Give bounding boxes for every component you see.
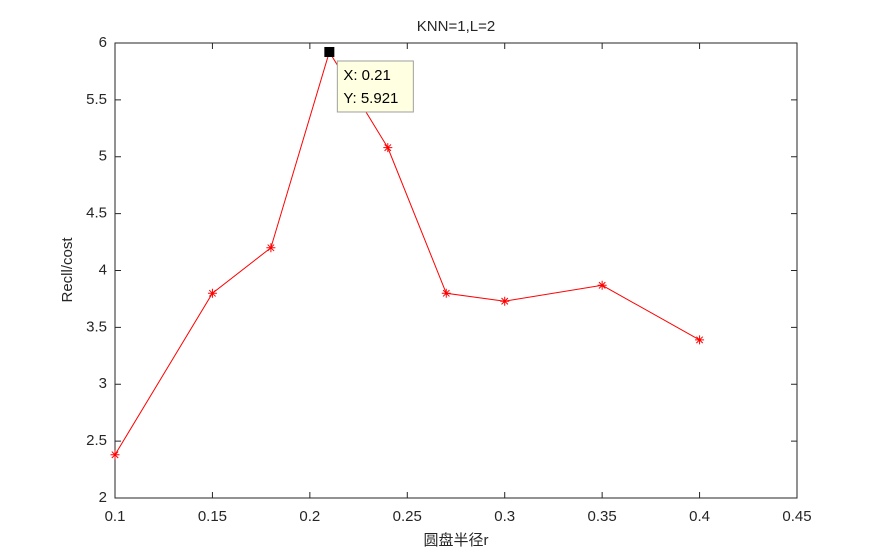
x-tick-label: 0.45: [782, 508, 811, 525]
y-tick-label: 4.5: [86, 205, 107, 222]
y-tick-label: 6: [99, 34, 107, 51]
x-tick-label: 0.4: [689, 508, 710, 525]
y-tick-label: 3.5: [86, 318, 107, 335]
datatip-text: Y: 5.921: [343, 90, 398, 107]
y-tick-label: 2.5: [86, 432, 107, 449]
x-tick-label: 0.3: [494, 508, 515, 525]
x-tick-label: 0.2: [299, 508, 320, 525]
y-tick-label: 5: [99, 148, 107, 165]
marker: [695, 335, 705, 345]
marker: [383, 143, 393, 153]
y-tick-label: 3: [99, 375, 107, 392]
x-tick-label: 0.25: [393, 508, 422, 525]
y-tick-label: 2: [99, 489, 107, 506]
datatip-text: X: 0.21: [343, 67, 391, 84]
datatip-box: [336, 60, 414, 113]
x-tick-label: 0.15: [198, 508, 227, 525]
marker: [500, 296, 510, 306]
chart-title: KNN=1,L=2: [417, 18, 495, 35]
y-tick-label: 5.5: [86, 91, 107, 108]
axes-box: [114, 42, 798, 499]
datatip-marker: [324, 46, 335, 57]
x-tick-label: 0.1: [105, 508, 126, 525]
y-axis-label: Recll/cost: [59, 237, 76, 303]
marker: [597, 280, 607, 290]
marker: [207, 288, 217, 298]
marker: [110, 450, 120, 460]
marker: [266, 243, 276, 253]
x-tick-label: 0.35: [588, 508, 617, 525]
x-axis-label: 圆盘半径r: [424, 531, 489, 549]
marker: [441, 288, 451, 298]
y-tick-label: 4: [99, 261, 107, 278]
